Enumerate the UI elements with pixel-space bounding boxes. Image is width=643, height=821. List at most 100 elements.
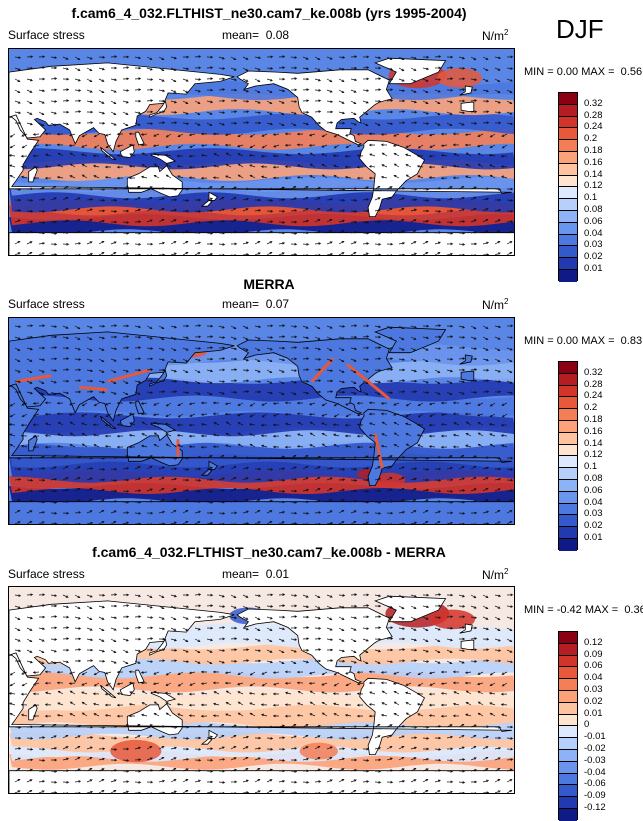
wind-arrow — [93, 175, 100, 179]
wind-arrow — [134, 77, 142, 80]
wind-arrow — [81, 671, 88, 676]
wind-arrow — [86, 725, 94, 729]
wind-arrow — [338, 747, 346, 751]
wind-arrow — [326, 336, 333, 341]
wind-arrow — [62, 110, 70, 114]
wind-arrow — [51, 220, 58, 224]
wind-arrow — [194, 380, 201, 385]
wind-arrow — [405, 402, 412, 407]
wind-arrow — [134, 111, 141, 115]
wind-arrow — [272, 434, 280, 438]
wind-arrow — [326, 89, 333, 93]
wind-arrow — [501, 133, 508, 137]
wind-arrow — [470, 379, 478, 383]
wind-arrow — [278, 779, 286, 783]
wind-arrow — [501, 175, 508, 179]
wind-arrow — [50, 466, 57, 470]
wind-arrow — [303, 792, 309, 793]
wind-arrow — [416, 433, 424, 437]
wind-arrow — [428, 703, 436, 707]
wind-arrow — [38, 790, 45, 793]
wind-arrow — [290, 56, 298, 59]
wind-arrow — [158, 99, 166, 103]
wind-arrow — [350, 335, 358, 339]
wind-arrow — [434, 510, 441, 514]
wind-arrow — [356, 132, 364, 136]
wind-arrow — [381, 164, 388, 168]
wind-arrow — [165, 702, 172, 706]
wind-arrow — [488, 153, 496, 157]
wind-arrow — [242, 746, 249, 750]
wind-arrow — [458, 500, 466, 504]
colorbar-label: 0 — [584, 719, 590, 731]
wind-arrow — [26, 510, 33, 514]
terrain-stress-streak — [107, 368, 151, 384]
colorbar-swatch — [559, 503, 577, 516]
wind-arrow — [38, 100, 45, 104]
wind-arrow — [110, 660, 117, 664]
wind-arrow — [212, 412, 220, 416]
wind-arrow — [434, 725, 442, 728]
wind-arrow — [122, 100, 129, 104]
wind-arrow — [74, 488, 81, 492]
wind-arrow — [398, 487, 405, 492]
wind-arrow — [399, 791, 406, 793]
panel-1-max-label: MAX = — [581, 66, 615, 78]
wind-arrow — [14, 111, 22, 115]
wind-arrow — [194, 724, 202, 728]
wind-arrow — [74, 511, 82, 514]
wind-arrow — [465, 175, 472, 179]
wind-arrow — [194, 748, 202, 751]
wind-arrow — [158, 725, 166, 728]
panel-1-colorbar — [558, 92, 578, 282]
wind-arrow — [140, 175, 148, 179]
wind-arrow — [452, 401, 460, 405]
wind-arrow — [362, 736, 370, 739]
wind-arrow — [38, 780, 46, 783]
wind-arrow — [134, 243, 142, 246]
wind-arrow — [440, 714, 448, 718]
wind-arrow — [98, 736, 106, 740]
wind-arrow — [98, 240, 105, 245]
wind-arrow — [297, 690, 304, 695]
wind-arrow — [26, 347, 34, 351]
wind-arrow — [218, 649, 226, 652]
wind-arrow — [230, 78, 238, 82]
wind-arrow — [296, 132, 304, 136]
wind-arrow — [272, 423, 280, 427]
wind-arrow — [254, 100, 261, 104]
wind-arrow — [422, 111, 429, 115]
wind-arrow — [398, 67, 405, 72]
wind-arrow — [146, 757, 153, 761]
wind-arrow — [194, 335, 202, 339]
wind-arrow — [218, 111, 226, 114]
wind-arrow — [153, 422, 160, 426]
wind-arrow — [86, 78, 93, 83]
wind-arrow — [230, 511, 238, 515]
wind-arrow — [98, 768, 105, 772]
wind-arrow — [368, 176, 376, 180]
wind-arrow — [98, 616, 105, 620]
wind-arrow — [393, 444, 400, 448]
wind-arrow — [423, 209, 430, 213]
wind-arrow — [195, 467, 202, 471]
wind-arrow — [374, 723, 381, 728]
wind-arrow — [434, 66, 442, 70]
wind-arrow — [158, 466, 165, 470]
wind-arrow — [38, 186, 45, 190]
wind-arrow — [254, 67, 261, 71]
wind-arrow — [501, 671, 508, 675]
wind-arrow — [315, 522, 321, 524]
colorbar-swatch — [559, 187, 577, 200]
wind-arrow — [237, 174, 244, 179]
wind-arrow — [470, 230, 478, 234]
wind-arrow — [374, 325, 382, 329]
wind-arrow — [182, 67, 190, 71]
wind-arrow — [249, 133, 256, 138]
wind-arrow — [338, 240, 345, 245]
wind-arrow — [153, 443, 160, 448]
wind-arrow — [260, 703, 268, 707]
wind-arrow — [242, 241, 249, 245]
wind-arrow — [14, 67, 21, 71]
wind-arrow — [410, 594, 417, 598]
